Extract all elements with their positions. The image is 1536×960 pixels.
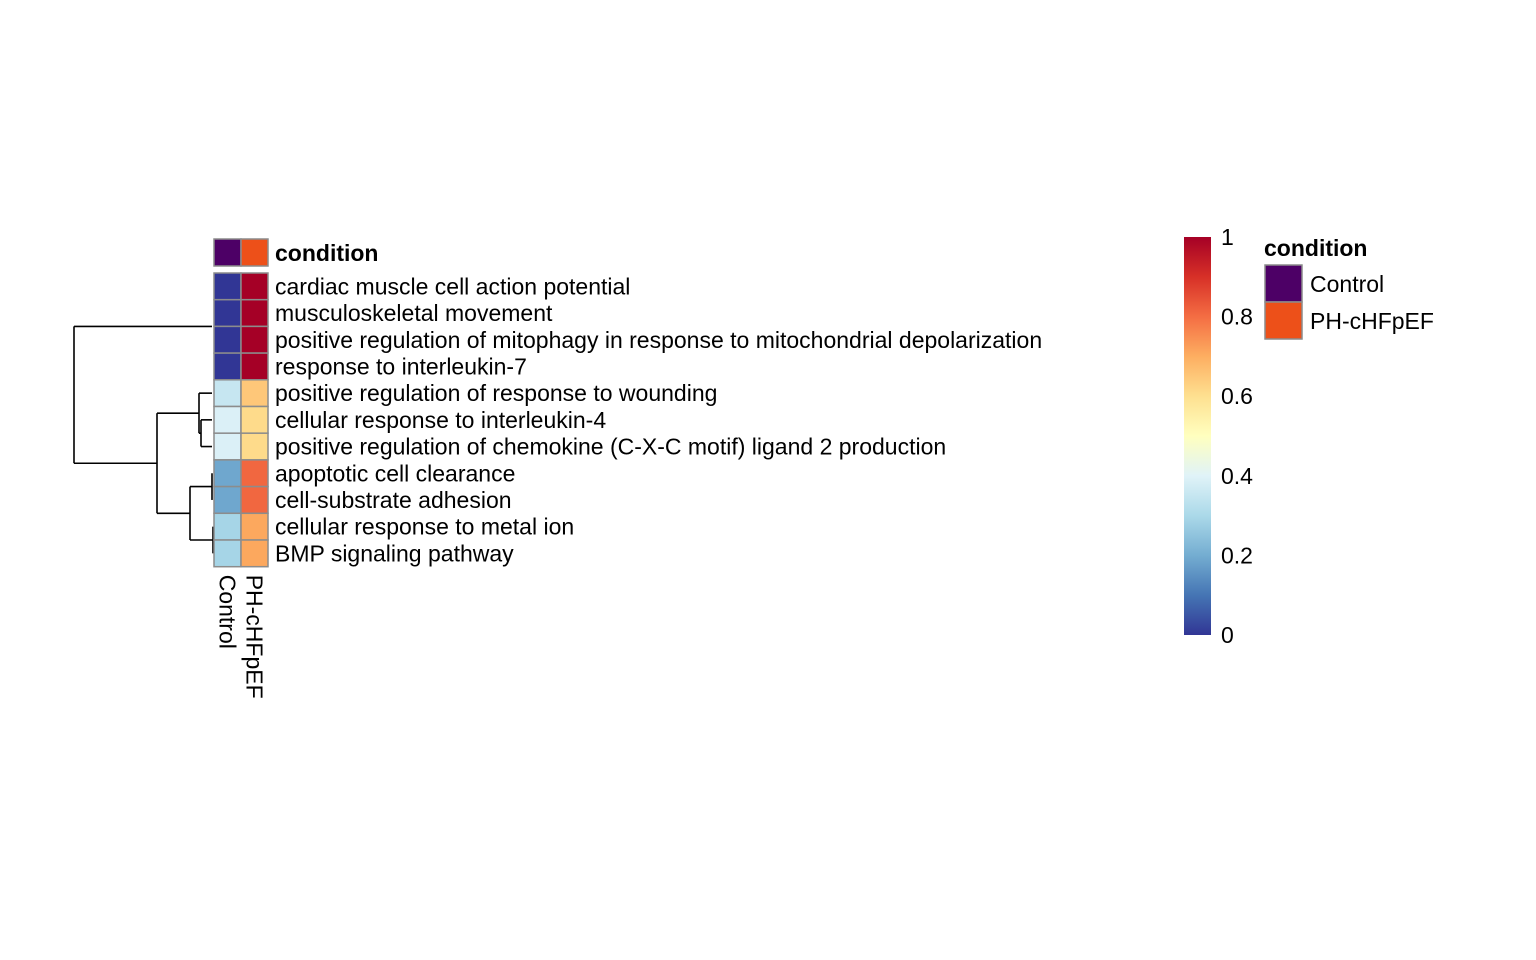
row-label: cellular response to metal ion: [275, 514, 574, 540]
row-label: positive regulation of response to wound…: [275, 380, 717, 406]
heatmap-cell: [213, 485, 242, 515]
heatmap-cell: [240, 432, 269, 461]
legend-entry-label: Control: [1310, 271, 1384, 297]
heatmap-cell: [240, 352, 269, 381]
row-label: apoptotic cell clearance: [275, 460, 515, 486]
row-label: positive regulation of chemokine (C-X-C …: [275, 434, 946, 460]
column-labels: Control PH-cHFpEF: [215, 575, 268, 699]
row-label: positive regulation of mitophagy in resp…: [275, 327, 1042, 353]
colorbar-tick-label: 0.4: [1221, 463, 1253, 489]
annotation-track-label: condition: [275, 240, 378, 266]
column-label: Control: [215, 575, 241, 649]
legend-entry-label: PH-cHFpEF: [1310, 308, 1434, 334]
row-label: response to interleukin-7: [275, 353, 527, 379]
condition-legend: condition Control PH-cHFpEF: [1264, 235, 1434, 340]
row-label: BMP signaling pathway: [275, 540, 514, 566]
colorbar-tick-label: 0: [1221, 622, 1234, 648]
row-label: cellular response to interleukin-4: [275, 407, 606, 433]
colorbar-tick-label: 0.2: [1221, 542, 1253, 568]
heatmap-cell: [240, 512, 269, 541]
colorbar-gradient: [1184, 237, 1211, 635]
heatmap-cell: [240, 539, 269, 568]
heatmap-cells: [213, 272, 269, 568]
heatmap-cell: [240, 405, 269, 434]
column-label: PH-cHFpEF: [242, 575, 268, 699]
row-labels: cardiac muscle cell action potentialmusc…: [275, 273, 1042, 566]
heatmap-cell: [240, 272, 269, 301]
row-label: musculoskeletal movement: [275, 300, 553, 326]
heatmap-cell: [213, 325, 242, 354]
heatmap-cell: [213, 405, 242, 434]
condition-annotation-track: [213, 238, 269, 267]
annotation-cell-ph-chfpef: [240, 238, 269, 267]
annotation-cell-control: [213, 238, 242, 267]
heatmap-cell: [213, 352, 242, 381]
colorbar-tick-label: 0.8: [1221, 304, 1253, 330]
heatmap-cell: [213, 272, 242, 301]
heatmap-cell: [213, 539, 242, 568]
heatmap-cell: [240, 459, 269, 488]
heatmap-cell: [240, 379, 269, 408]
colorbar-tick-label: 1: [1221, 224, 1234, 250]
heatmap-cell: [213, 512, 242, 541]
heatmap-cell: [240, 298, 269, 328]
heatmap-cell: [240, 325, 269, 354]
legend-swatch: [1264, 301, 1303, 340]
heatmap-cell: [213, 459, 242, 488]
colorbar-tick-label: 0.6: [1221, 383, 1253, 409]
heatmap-cell: [240, 485, 269, 515]
row-label: cell-substrate adhesion: [275, 487, 512, 513]
heatmap-cell: [213, 298, 242, 328]
row-dendrogram: [73, 325, 214, 554]
heatmap-cell: [213, 379, 242, 408]
legend-title: condition: [1264, 235, 1367, 261]
row-label: cardiac muscle cell action potential: [275, 273, 630, 299]
heatmap-cell: [213, 432, 242, 461]
legend-swatch: [1264, 264, 1303, 303]
colorbar: 0 0.2 0.4 0.6 0.8 1: [1184, 224, 1253, 648]
